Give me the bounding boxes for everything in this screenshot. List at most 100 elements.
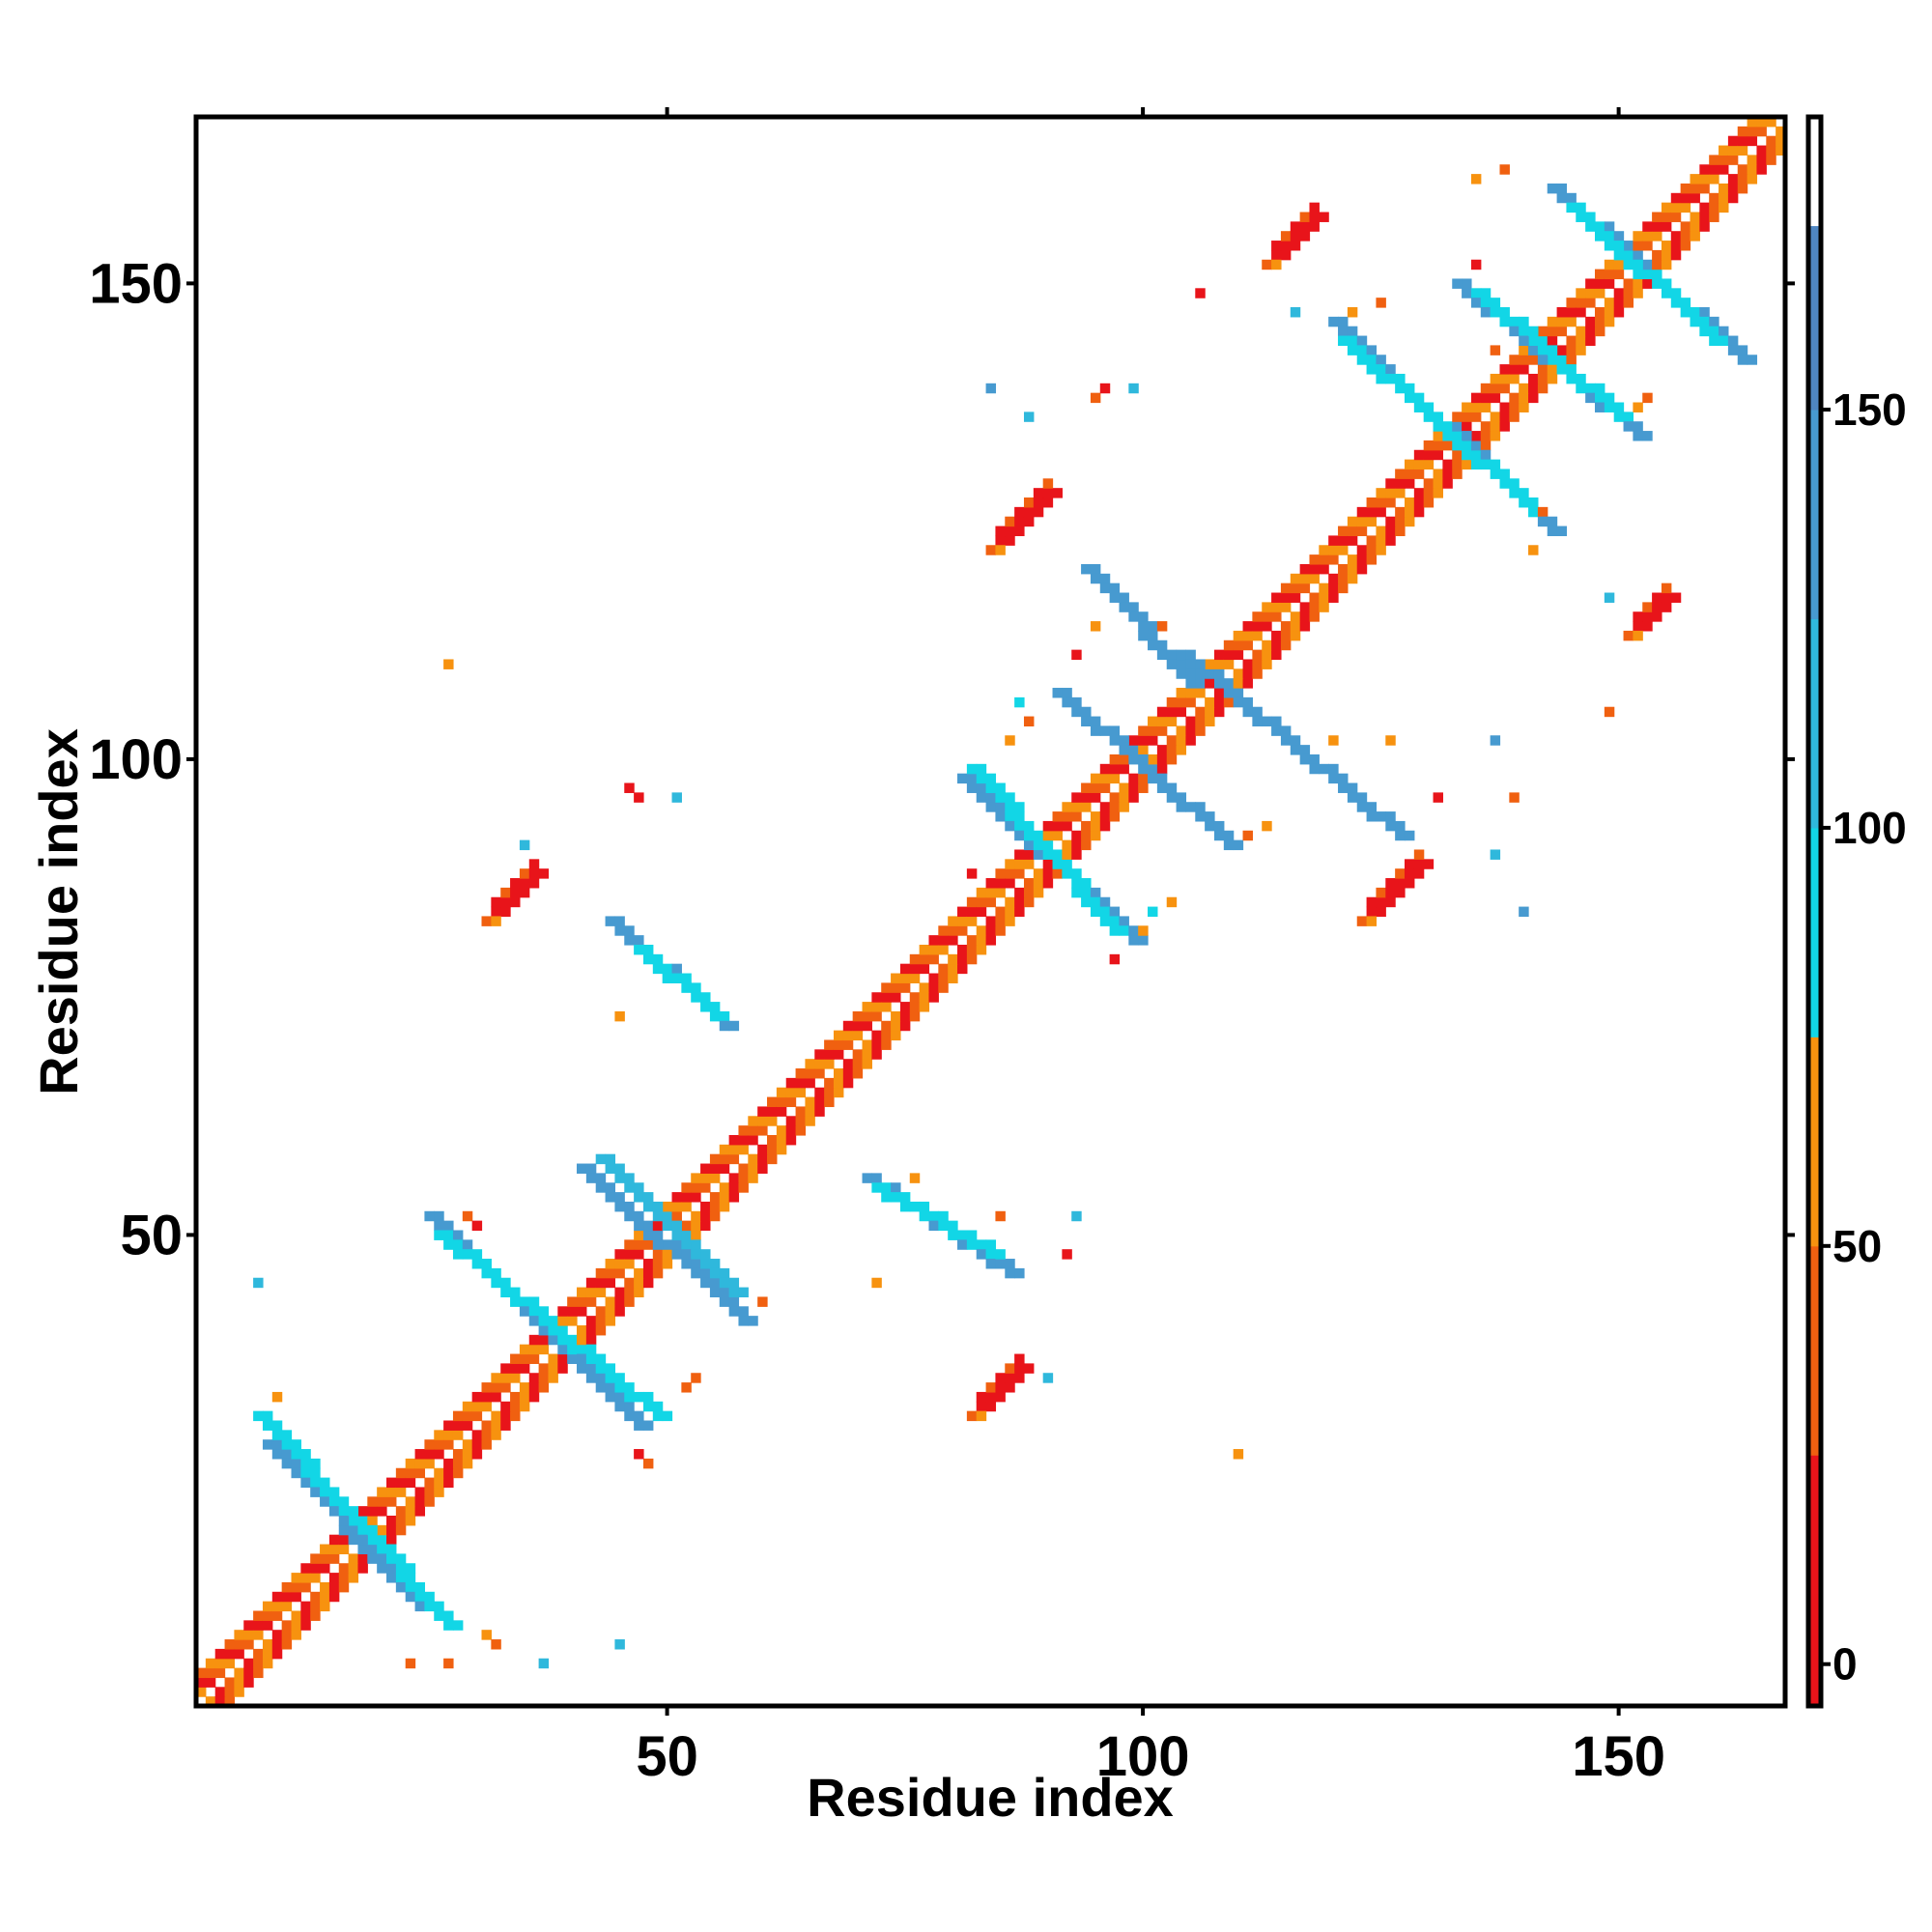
heatmap-cell xyxy=(243,1620,254,1631)
heatmap-cell xyxy=(500,887,511,898)
heatmap-cell xyxy=(367,1553,378,1564)
heatmap-cell xyxy=(938,1220,949,1232)
heatmap-cell xyxy=(1613,259,1625,270)
heatmap-cell xyxy=(995,792,1006,803)
heatmap-cell xyxy=(719,1182,730,1193)
heatmap-cell xyxy=(842,1039,854,1050)
heatmap-cell xyxy=(1109,792,1121,803)
heatmap-cell xyxy=(320,1563,330,1574)
heatmap-cell xyxy=(1195,716,1206,727)
heatmap-cell xyxy=(538,1334,550,1346)
heatmap-cell xyxy=(852,1059,864,1069)
heatmap-cell xyxy=(1661,212,1672,222)
heatmap-cell xyxy=(785,1116,797,1126)
heatmap-cell xyxy=(1195,706,1206,718)
heatmap-cell xyxy=(1242,659,1253,669)
heatmap-cell xyxy=(224,1648,236,1660)
heatmap-cell xyxy=(1737,164,1748,175)
heatmap-cell xyxy=(1366,554,1378,565)
heatmap-cell xyxy=(909,1173,921,1183)
heatmap-cell xyxy=(1566,335,1577,347)
heatmap-cell xyxy=(1699,174,1710,185)
heatmap-cell xyxy=(510,1296,521,1307)
heatmap-cell xyxy=(1594,231,1605,242)
heatmap-cell xyxy=(1138,745,1149,755)
heatmap-cell xyxy=(1613,402,1625,412)
heatmap-cell xyxy=(300,1573,311,1583)
heatmap-cell xyxy=(234,1667,244,1679)
heatmap-cell xyxy=(1633,402,1643,412)
heatmap-cell xyxy=(1423,459,1435,470)
heatmap-cell xyxy=(395,1506,407,1517)
heatmap-cell xyxy=(891,1182,901,1193)
heatmap-cell xyxy=(966,953,978,965)
heatmap-cell xyxy=(1690,183,1700,194)
heatmap-cell xyxy=(1138,753,1149,765)
heatmap-cell xyxy=(1585,221,1596,232)
heatmap-cell xyxy=(871,1010,882,1022)
heatmap-cell xyxy=(1480,392,1492,404)
heatmap-cell xyxy=(700,1259,711,1269)
heatmap-cell xyxy=(1594,326,1605,337)
heatmap-cell xyxy=(1566,345,1577,355)
heatmap-cell xyxy=(1233,1449,1244,1460)
heatmap-cell xyxy=(957,925,968,936)
heatmap-cell xyxy=(1005,516,1015,527)
heatmap-cell xyxy=(1699,316,1710,327)
heatmap-cell xyxy=(824,1087,835,1098)
heatmap-cell xyxy=(1528,335,1539,347)
heatmap-cell xyxy=(1319,563,1329,575)
heatmap-cell xyxy=(1119,925,1129,936)
heatmap-cell xyxy=(1338,535,1349,546)
heatmap-cell xyxy=(281,1458,293,1469)
heatmap-cell xyxy=(577,1324,587,1336)
heatmap-cell xyxy=(443,1239,454,1250)
heatmap-cell xyxy=(243,1677,254,1688)
heatmap-cell xyxy=(386,1573,397,1583)
heatmap-cell xyxy=(1347,345,1358,355)
heatmap-cell xyxy=(738,1125,749,1136)
heatmap-cell xyxy=(1138,935,1149,946)
heatmap-cell xyxy=(852,1010,864,1022)
heatmap-cell xyxy=(1480,307,1492,318)
heatmap-cell xyxy=(414,1506,426,1517)
heatmap-cell xyxy=(424,1496,435,1507)
heatmap-cell xyxy=(614,925,625,936)
heatmap-cell xyxy=(1499,364,1510,375)
heatmap-cell xyxy=(1547,183,1558,194)
heatmap-cell xyxy=(1462,278,1472,289)
heatmap-cell xyxy=(634,1410,644,1422)
heatmap-cell xyxy=(577,1306,587,1317)
heatmap-cell xyxy=(1670,298,1682,308)
heatmap-cell xyxy=(377,1544,387,1554)
heatmap-cell xyxy=(1470,288,1482,298)
heatmap-cell xyxy=(1223,639,1235,651)
heatmap-cell xyxy=(1642,621,1653,632)
heatmap-cell xyxy=(1033,878,1044,889)
heatmap-cell xyxy=(1480,383,1492,394)
heatmap-cell xyxy=(320,1581,330,1593)
heatmap-cell xyxy=(1309,573,1320,584)
heatmap-cell xyxy=(1119,763,1129,775)
heatmap-cell xyxy=(462,1410,473,1422)
heatmap-cell xyxy=(1366,345,1378,355)
heatmap-cell xyxy=(234,1677,244,1688)
heatmap-cell xyxy=(1613,412,1625,422)
heatmap-cell xyxy=(985,782,997,793)
heatmap-cell xyxy=(1727,174,1739,185)
heatmap-cell xyxy=(652,1210,664,1222)
heatmap-cell xyxy=(1747,135,1758,147)
heatmap-cell xyxy=(1262,659,1272,669)
heatmap-cell xyxy=(1623,298,1634,308)
heatmap-cell xyxy=(691,1239,701,1250)
heatmap-cell xyxy=(614,1259,625,1269)
heatmap-cell xyxy=(577,1353,587,1364)
heatmap-cell xyxy=(1690,212,1700,222)
heatmap-cell xyxy=(785,1077,797,1089)
heatmap-cell xyxy=(1585,212,1596,222)
heatmap-cell xyxy=(481,1259,492,1269)
heatmap-cell xyxy=(481,1382,492,1393)
heatmap-cell xyxy=(795,1077,807,1089)
heatmap-cell xyxy=(948,953,958,965)
heatmap-cell xyxy=(1271,602,1282,612)
